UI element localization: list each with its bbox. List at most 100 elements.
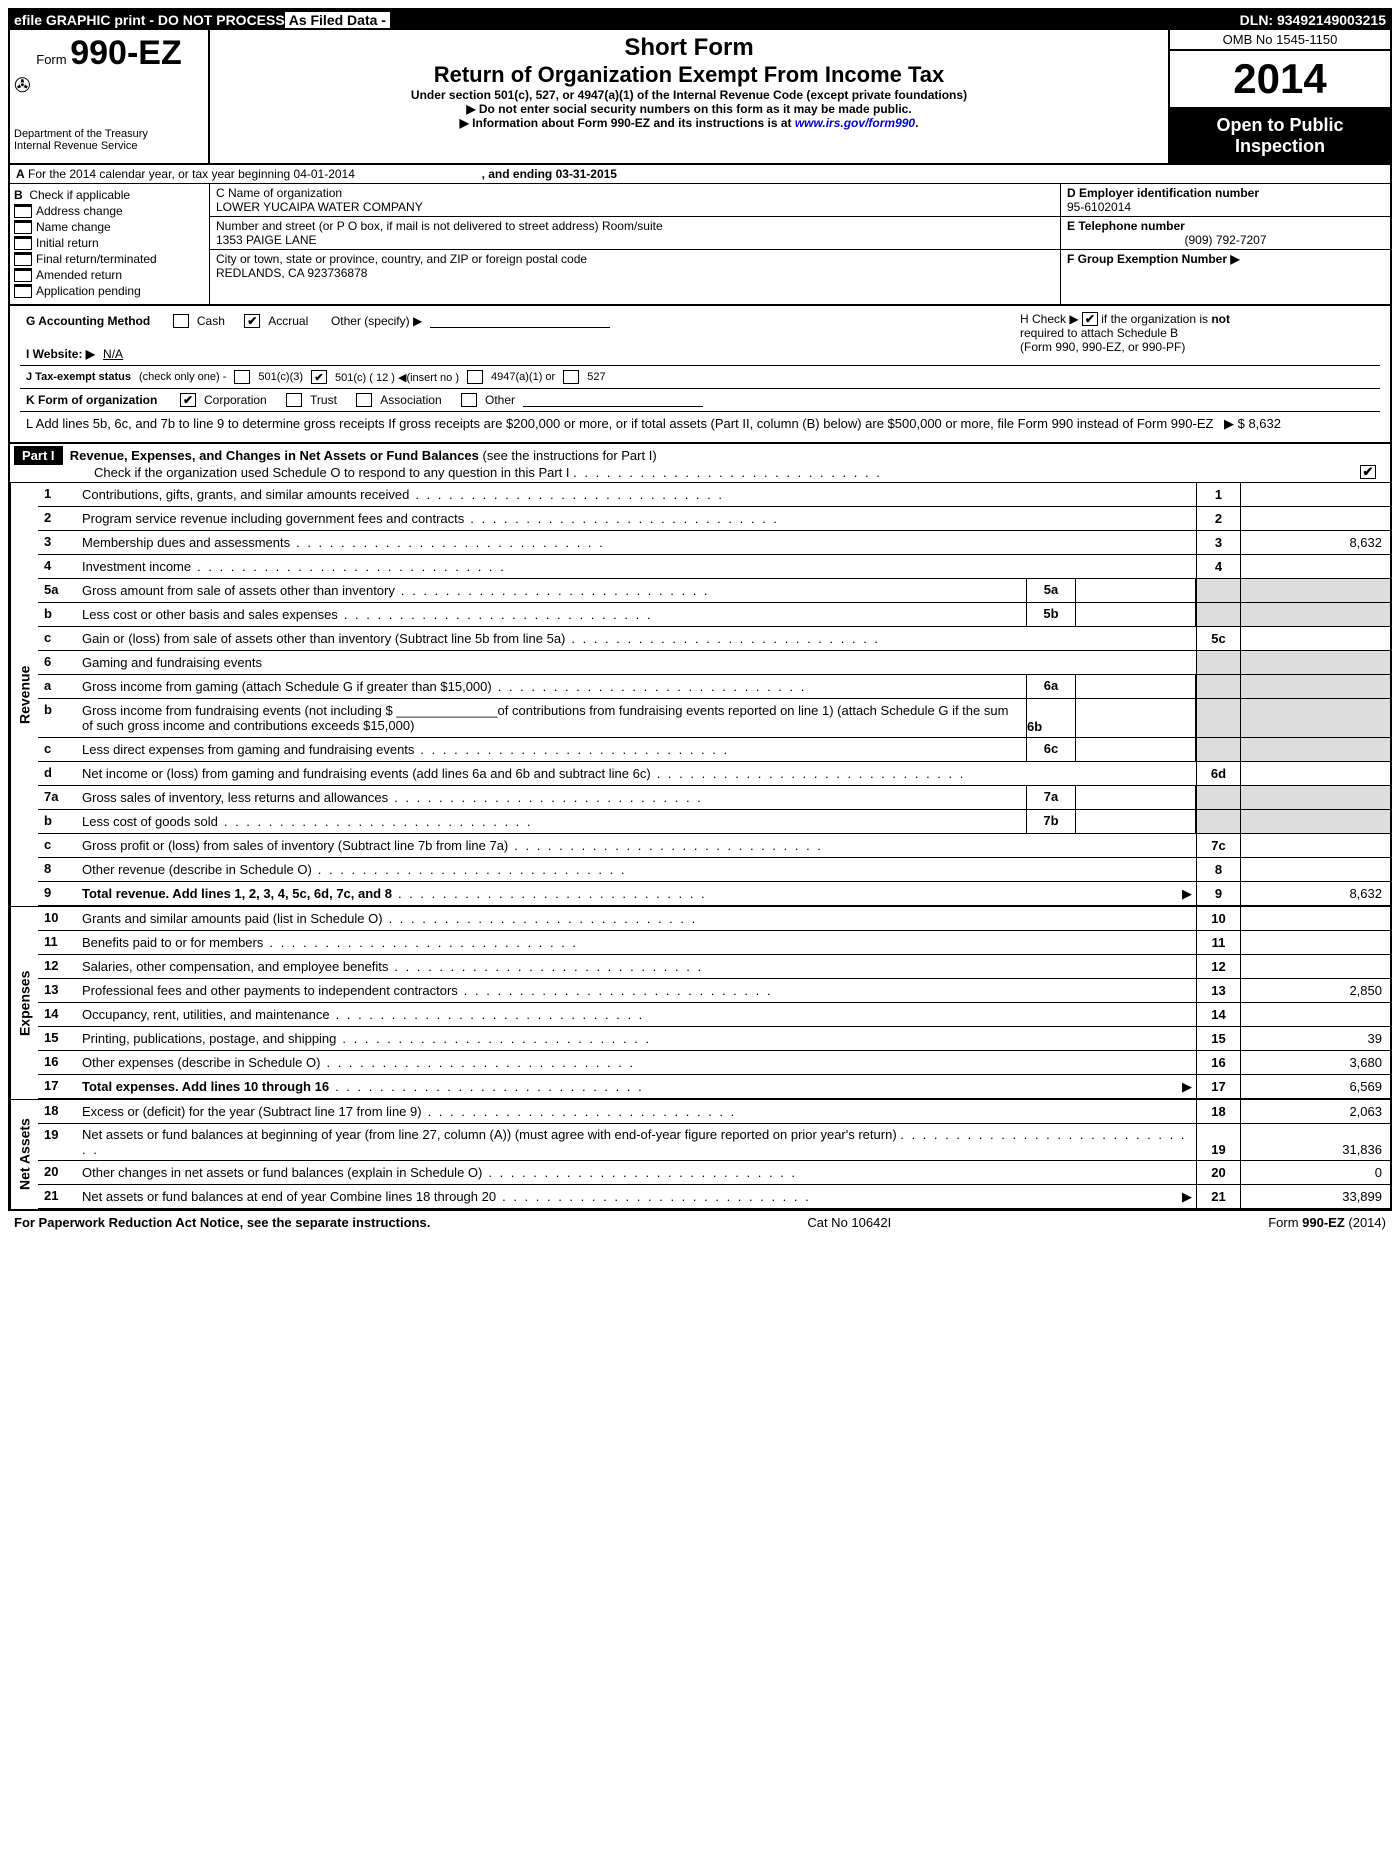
footer-left: For Paperwork Reduction Act Notice, see … <box>14 1215 430 1230</box>
part1-check[interactable]: ✔ <box>1360 465 1376 479</box>
footer-mid: Cat No 10642I <box>807 1215 891 1230</box>
street-label: Number and street (or P O box, if mail i… <box>216 219 1054 233</box>
netassets-label: Net Assets <box>10 1100 38 1209</box>
note1: ▶ Do not enter social security numbers o… <box>214 102 1164 116</box>
line-13: 13 Professional fees and other payments … <box>38 979 1390 1003</box>
line-6b: b Gross income from fundraising events (… <box>38 699 1390 738</box>
section-h: H Check ▶ ✔ if the organization is not r… <box>1020 312 1360 354</box>
phone: (909) 792-7207 <box>1067 233 1384 247</box>
line-7a: 7a Gross sales of inventory, less return… <box>38 786 1390 810</box>
revenue-section: Revenue 1 Contributions, gifts, grants, … <box>10 483 1390 906</box>
line-5c: c Gain or (loss) from sale of assets oth… <box>38 627 1390 651</box>
part1-header: Part I Revenue, Expenses, and Changes in… <box>10 442 1390 483</box>
right-stack: D Employer identification number 95-6102… <box>1060 184 1390 304</box>
g-accrual[interactable]: ✔ <box>244 314 260 328</box>
footer: For Paperwork Reduction Act Notice, see … <box>8 1211 1392 1234</box>
ein: 95-6102014 <box>1067 200 1384 214</box>
website: N/A <box>103 347 123 361</box>
check-pending[interactable] <box>14 284 32 298</box>
line-7b: b Less cost of goods sold 7b <box>38 810 1390 834</box>
expenses-label: Expenses <box>10 907 38 1099</box>
e-label: E Telephone number <box>1067 219 1185 233</box>
check-address[interactable] <box>14 204 32 218</box>
line-18: 18 Excess or (deficit) for the year (Sub… <box>38 1100 1390 1124</box>
line-19: 19 Net assets or fund balances at beginn… <box>38 1124 1390 1161</box>
header-mid: Short Form Return of Organization Exempt… <box>210 30 1170 163</box>
note2: ▶ Information about Form 990-EZ and its … <box>214 116 1164 130</box>
open-public: Open to Public Inspection <box>1170 109 1390 163</box>
k-corp[interactable]: ✔ <box>180 393 196 407</box>
section-j: J Tax-exempt status(check only one) - 50… <box>20 366 1380 389</box>
expenses-section: Expenses 10 Grants and similar amounts p… <box>10 906 1390 1099</box>
line-5a: 5a Gross amount from sale of assets othe… <box>38 579 1390 603</box>
j-4947[interactable] <box>467 370 483 384</box>
section-a: A For the 2014 calendar year, or tax yea… <box>10 165 1390 184</box>
header-right: OMB No 1545-1150 2014 Open to Public Ins… <box>1170 30 1390 163</box>
j-501c[interactable]: ✔ <box>311 370 327 384</box>
section-b: B Check if applicable Address change Nam… <box>10 184 210 304</box>
k-trust[interactable] <box>286 393 302 407</box>
check-final[interactable] <box>14 252 32 266</box>
line-12: 12 Salaries, other compensation, and emp… <box>38 955 1390 979</box>
topbar-left: efile GRAPHIC print - DO NOT PROCESS <box>14 12 285 28</box>
org-name: LOWER YUCAIPA WATER COMPANY <box>216 200 1054 214</box>
topbar-dln: DLN: 93492149003215 <box>1240 12 1386 28</box>
section-k: K Form of organization ✔ Corporation Tru… <box>20 389 1380 412</box>
k-assoc[interactable] <box>356 393 372 407</box>
line-17: 17 Total expenses. Add lines 10 through … <box>38 1075 1390 1099</box>
line-6: 6 Gaming and fundraising events <box>38 651 1390 675</box>
dept1: Department of the Treasury <box>14 128 204 140</box>
g-cash[interactable] <box>173 314 189 328</box>
line-15: 15 Printing, publications, postage, and … <box>38 1027 1390 1051</box>
omb: OMB No 1545-1150 <box>1170 30 1390 51</box>
j-501c3[interactable] <box>234 370 250 384</box>
h-checkbox[interactable]: ✔ <box>1082 312 1098 326</box>
line-21: 21 Net assets or fund balances at end of… <box>38 1185 1390 1209</box>
street: 1353 PAIGE LANE <box>216 233 1054 247</box>
header: Form 990-EZ ✇ Department of the Treasury… <box>10 30 1390 165</box>
part1-label: Part I <box>14 446 63 465</box>
line-10: 10 Grants and similar amounts paid (list… <box>38 907 1390 931</box>
return-title: Return of Organization Exempt From Incom… <box>214 62 1164 88</box>
k-other[interactable] <box>461 393 477 407</box>
footer-right: Form 990-EZ (2014) <box>1268 1215 1386 1230</box>
c-name-label: C Name of organization <box>216 186 1054 200</box>
revenue-label: Revenue <box>10 483 38 906</box>
line-6a: a Gross income from gaming (attach Sched… <box>38 675 1390 699</box>
line-11: 11 Benefits paid to or for members 11 <box>38 931 1390 955</box>
org-info-block: B Check if applicable Address change Nam… <box>10 184 1390 306</box>
line-2: 2 Program service revenue including gove… <box>38 507 1390 531</box>
line-5b: b Less cost or other basis and sales exp… <box>38 603 1390 627</box>
subtitle: Under section 501(c), 527, or 4947(a)(1)… <box>214 88 1164 102</box>
f-label: F Group Exemption Number ▶ <box>1067 252 1240 266</box>
top-bar: efile GRAPHIC print - DO NOT PROCESS As … <box>10 10 1390 30</box>
form-number: 990-EZ <box>70 34 182 72</box>
irs-link[interactable]: www.irs.gov/form990 <box>795 116 915 130</box>
short-form: Short Form <box>214 34 1164 62</box>
line-7c: c Gross profit or (loss) from sales of i… <box>38 834 1390 858</box>
check-initial[interactable] <box>14 236 32 250</box>
topbar-filed: As Filed Data - <box>285 12 390 28</box>
j-527[interactable] <box>563 370 579 384</box>
header-left: Form 990-EZ ✇ Department of the Treasury… <box>10 30 210 163</box>
middle-block: H Check ▶ ✔ if the organization is not r… <box>10 306 1390 442</box>
line-1: 1 Contributions, gifts, grants, and simi… <box>38 483 1390 507</box>
line-4: 4 Investment income 4 <box>38 555 1390 579</box>
line-6c: c Less direct expenses from gaming and f… <box>38 738 1390 762</box>
line-8: 8 Other revenue (describe in Schedule O)… <box>38 858 1390 882</box>
line-20: 20 Other changes in net assets or fund b… <box>38 1161 1390 1185</box>
check-amended[interactable] <box>14 268 32 282</box>
form-990ez: efile GRAPHIC print - DO NOT PROCESS As … <box>8 8 1392 1211</box>
check-name[interactable] <box>14 220 32 234</box>
line-3: 3 Membership dues and assessments 3 8,63… <box>38 531 1390 555</box>
dept2: Internal Revenue Service <box>14 140 204 152</box>
section-c: C Name of organization LOWER YUCAIPA WAT… <box>210 184 1390 304</box>
tax-year: 2014 <box>1170 51 1390 109</box>
section-l: L Add lines 5b, 6c, and 7b to line 9 to … <box>20 412 1380 436</box>
city-label: City or town, state or province, country… <box>216 252 1054 266</box>
gross-receipts: ▶ $ 8,632 <box>1224 416 1374 432</box>
line-14: 14 Occupancy, rent, utilities, and maint… <box>38 1003 1390 1027</box>
d-label: D Employer identification number <box>1067 186 1259 200</box>
line-9: 9 Total revenue. Add lines 1, 2, 3, 4, 5… <box>38 882 1390 906</box>
line-6d: d Net income or (loss) from gaming and f… <box>38 762 1390 786</box>
